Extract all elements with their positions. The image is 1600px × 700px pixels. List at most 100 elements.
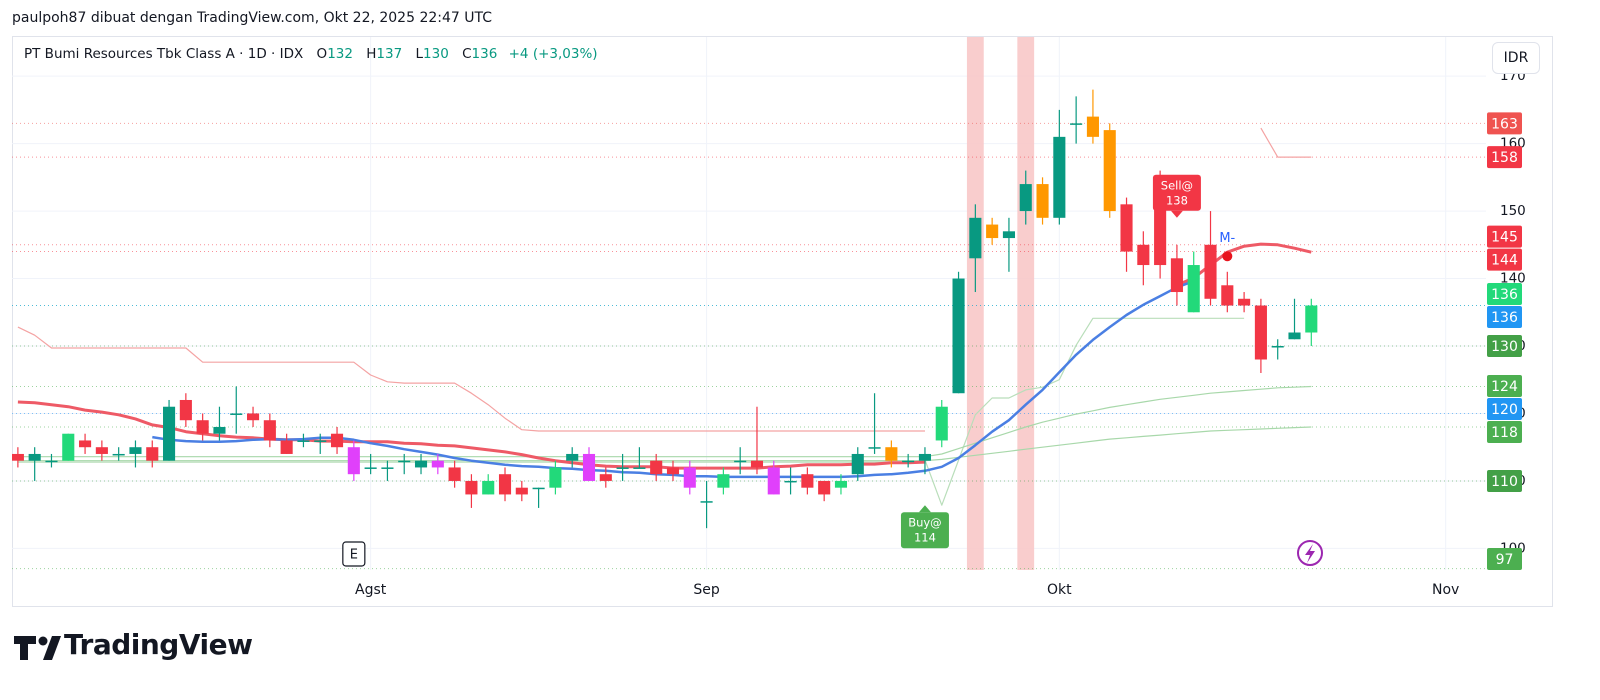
candle-body <box>650 460 663 475</box>
candle-body <box>280 440 293 454</box>
candle-body <box>179 399 192 421</box>
candle-body <box>801 474 814 488</box>
highlight-bar <box>1017 37 1035 570</box>
candle-body <box>398 460 411 463</box>
candle-body <box>347 447 360 475</box>
indicator-line <box>17 317 1245 506</box>
signal-box <box>900 512 949 549</box>
price-tag <box>1487 548 1522 570</box>
candle-body <box>885 447 898 461</box>
x-tick-label: Okt <box>1047 582 1072 598</box>
signal-pointer <box>1170 210 1183 218</box>
candle-body <box>431 460 444 468</box>
candle-body <box>95 447 108 454</box>
candle-body <box>767 467 780 495</box>
legend: PT Bumi Resources Tbk Class A · 1D · IDX… <box>24 46 598 62</box>
candle-body <box>381 467 394 469</box>
price-tag <box>1487 225 1522 248</box>
price-tag <box>1487 374 1522 397</box>
ohlc-value: 137 <box>376 46 403 62</box>
candle-body <box>1305 305 1318 333</box>
candle-body <box>986 224 999 239</box>
candle-body <box>1002 231 1015 239</box>
candle-body <box>482 480 495 495</box>
candle-body <box>750 460 764 468</box>
candle-body <box>213 426 226 434</box>
ohlc-key: H <box>366 46 377 62</box>
candle-body <box>700 501 713 503</box>
indicator-line <box>17 127 1312 432</box>
candle-body <box>1154 204 1167 266</box>
price-tag <box>1487 146 1522 169</box>
candle-body <box>616 467 629 469</box>
highlight-bar <box>966 37 984 570</box>
event-label: E <box>350 548 358 563</box>
candle-body <box>1238 298 1251 306</box>
price-tag-label: 163 <box>1491 116 1518 132</box>
currency-button[interactable]: IDR <box>1492 42 1540 74</box>
candle-body <box>633 467 646 469</box>
candle-body <box>196 420 209 434</box>
price-tag-label: 110 <box>1491 474 1518 490</box>
candle-body <box>12 453 24 461</box>
price-tag-label: 118 <box>1491 425 1518 441</box>
candle-body <box>918 453 932 461</box>
candle-body <box>1120 204 1133 252</box>
candle-body <box>112 453 125 456</box>
candle-body <box>230 413 243 415</box>
price-tag-label: 97 <box>1496 552 1514 568</box>
signal-text: Sell@ <box>1161 178 1193 192</box>
y-tick-label: 150 <box>1500 203 1526 219</box>
marker-dot <box>1222 251 1233 262</box>
candle-body <box>62 433 75 461</box>
candle-body <box>734 460 747 463</box>
candle-body <box>717 474 730 488</box>
candle-body <box>868 447 881 449</box>
ohlc-key: C <box>462 46 472 62</box>
candle-body <box>263 420 276 441</box>
candle-body <box>566 453 579 461</box>
candle-body <box>935 406 948 441</box>
candle-body <box>1288 332 1301 340</box>
signal-box <box>1152 174 1201 211</box>
price-tag-label: 130 <box>1491 339 1518 355</box>
candle-body <box>818 480 831 495</box>
x-tick-label: Sep <box>693 582 720 598</box>
candle-body <box>247 413 260 421</box>
candle-body <box>532 487 545 490</box>
candle-body <box>902 460 915 463</box>
candle-body <box>969 217 982 259</box>
ohlc-value: 130 <box>423 46 449 62</box>
signal-price: 138 <box>1166 193 1188 207</box>
price-tag-label: 145 <box>1491 230 1518 246</box>
candle-body <box>515 487 528 495</box>
candle-body <box>1187 265 1200 313</box>
candle-body <box>1170 258 1183 293</box>
candle-body <box>1103 130 1116 212</box>
price-tag-label: 120 <box>1491 402 1518 418</box>
signal-label: Buy@114 <box>900 505 949 549</box>
candle-body <box>851 453 864 475</box>
price-tag <box>1487 420 1522 443</box>
chart-frame <box>12 36 1553 607</box>
candle-body <box>1221 285 1234 306</box>
candle-body <box>549 467 562 488</box>
indicator-line <box>17 426 1312 462</box>
candle-body <box>1019 184 1032 212</box>
header: paulpoh87 dibuat dengan TradingView.com,… <box>12 10 492 26</box>
price-tag <box>1487 112 1522 135</box>
candle-body <box>314 440 327 442</box>
candle-body <box>498 474 512 495</box>
logo-icon <box>14 636 36 660</box>
candle-body <box>1053 136 1066 218</box>
candle-body <box>163 406 176 461</box>
candle-body <box>1086 116 1099 137</box>
indicator-line <box>17 385 1312 458</box>
marker-label: M- <box>1219 231 1235 246</box>
candle-body <box>666 467 680 475</box>
price-tag <box>1487 335 1522 358</box>
ohlc-value: 136 <box>471 46 498 62</box>
candle-body <box>1254 305 1267 360</box>
